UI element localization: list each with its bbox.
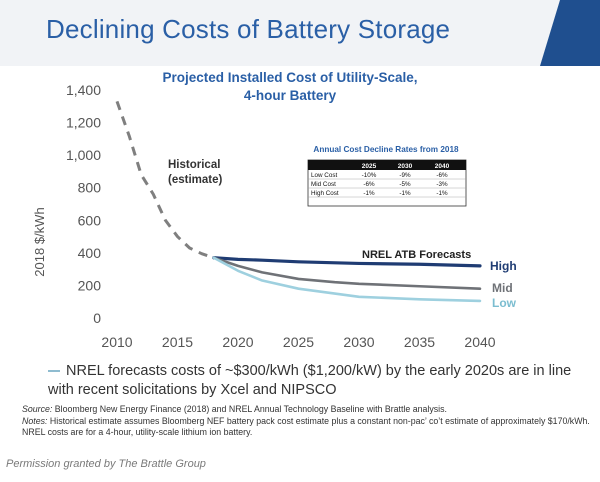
x-tick-label: 2025 [283, 334, 314, 350]
permission-caption: Permission granted by The Brattle Group [6, 458, 206, 470]
x-tick-label: 2040 [464, 334, 495, 350]
slide: Declining Costs of Battery Storage Proje… [0, 0, 600, 439]
inset-row-mid-2025: -6% [363, 181, 375, 188]
slide-title: Declining Costs of Battery Storage [46, 14, 451, 44]
inset-row-high-label: High Cost [311, 190, 339, 197]
series-line-mid [212, 256, 482, 290]
bullet-dash-icon [48, 370, 60, 373]
source-line: Source: Bloomberg New Energy Finance (20… [22, 404, 592, 416]
inset-row-low-2030: -9% [399, 172, 411, 179]
x-tick-label: 2010 [101, 334, 132, 350]
series-label-mid: Mid [492, 281, 513, 295]
source-label: Source: [22, 404, 53, 414]
inset-row-low-2040: -6% [436, 172, 448, 179]
title-band [0, 0, 600, 66]
inset-col-2040: 2040 [435, 163, 450, 170]
inset-col-2030: 2030 [398, 163, 413, 170]
series-lines [115, 100, 482, 303]
x-tick-label: 2030 [343, 334, 374, 350]
inset-row-high-2040: -1% [436, 190, 448, 197]
series-label-high: High [490, 259, 517, 273]
series-line-high [212, 256, 482, 268]
y-tick-label: 800 [78, 180, 102, 196]
inset-col-2025: 2025 [362, 163, 377, 170]
chart-title-line2: 4-hour Battery [244, 88, 337, 103]
y-tick-label: 600 [78, 212, 102, 228]
corner-accent [540, 0, 600, 66]
y-tick-label: 400 [78, 245, 102, 261]
notes-text: Historical estimate assumes Bloomberg NE… [22, 415, 590, 438]
series-line-historical [115, 100, 215, 260]
inset-row-high-2025: -1% [363, 190, 375, 197]
source-notes: Source: Bloomberg New Energy Finance (20… [22, 404, 592, 439]
y-tick-label: 1,400 [66, 82, 101, 98]
chart-title-line1: Projected Installed Cost of Utility-Scal… [162, 70, 417, 85]
inset-row-mid-2040: -3% [436, 181, 448, 188]
inset-row-mid-label: Mid Cost [311, 181, 336, 188]
y-tick-label: 1,200 [66, 115, 101, 131]
inset-row-mid-2030: -5% [399, 181, 411, 188]
y-tick-label: 0 [93, 310, 101, 326]
notes-line: Notes: Historical estimate assumes Bloom… [22, 416, 592, 439]
y-tick-label: 1,000 [66, 147, 101, 163]
historical-annotation-line1: Historical [168, 159, 220, 171]
x-tick-label: 2015 [162, 334, 193, 350]
y-tick-label: 200 [78, 277, 102, 293]
chart: Projected Installed Cost of Utility-Scal… [32, 70, 517, 350]
x-ticks: 2010 2015 2020 2025 2030 2035 2040 [101, 334, 495, 350]
inset-row-low-label: Low Cost [311, 172, 337, 179]
x-tick-label: 2020 [222, 334, 253, 350]
x-tick-label: 2035 [404, 334, 435, 350]
series-label-low: Low [492, 296, 517, 310]
y-ticks: 0 200 400 600 800 1,000 1,200 1,400 [66, 82, 101, 326]
inset-row-high-2030: -1% [399, 190, 411, 197]
inset-table: Annual Cost Decline Rates from 2018 2025… [307, 145, 467, 207]
series-line-low [212, 256, 482, 303]
y-axis-label: 2018 $/kWh [32, 207, 47, 276]
historical-annotation-line2: (estimate) [168, 174, 222, 186]
inset-table-title: Annual Cost Decline Rates from 2018 [313, 145, 459, 154]
forecast-annotation: NREL ATB Forecasts [362, 249, 471, 261]
inset-row-low-2025: -10% [362, 172, 377, 179]
notes-label: Notes: [22, 415, 48, 426]
bullet-text: NREL forecasts costs of ~$300/kWh ($1,20… [48, 363, 572, 398]
bullet-note: NREL forecasts costs of ~$300/kWh ($1,20… [48, 362, 588, 400]
source-text: Bloomberg New Energy Finance (2018) and … [54, 404, 447, 414]
